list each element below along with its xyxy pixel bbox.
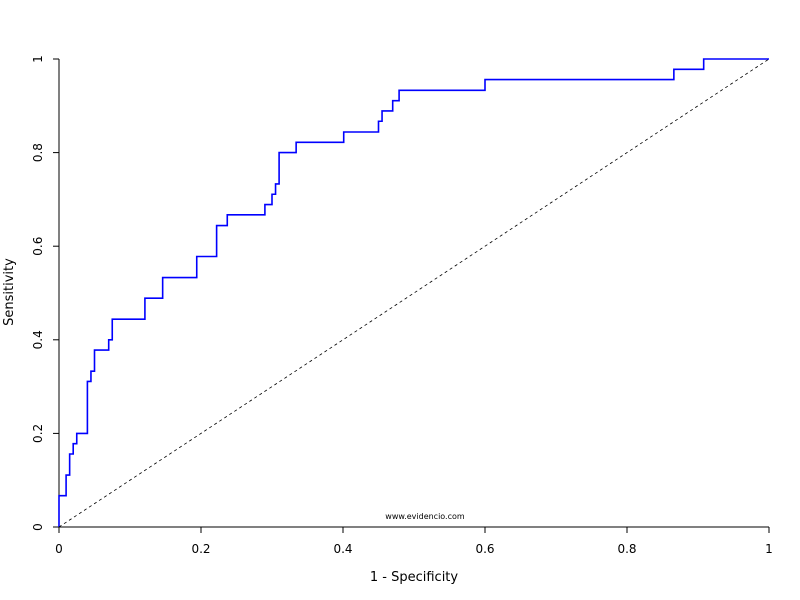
y-tick-label: 1 [31,55,45,63]
y-tick-label: 0 [31,523,45,531]
y-tick-label: 0.4 [31,330,45,349]
y-tick-label: 0.6 [31,237,45,256]
x-tick-label: 0.4 [333,542,352,556]
x-tick-label: 0 [55,542,63,556]
watermark-annotation: www.evidencio.com [385,512,465,521]
y-tick-label: 0.2 [31,424,45,443]
y-axis-title: Sensitivity [2,258,17,326]
reference-diagonal-line [58,58,770,528]
x-tick-label: 0.8 [617,542,636,556]
axes: 0 0.2 0.4 0.6 0.8 1 0 0.2 0.4 0.6 0.8 1 [31,55,773,556]
roc-curve-line [58,58,769,527]
x-tick-label: 0.2 [191,542,210,556]
x-tick-label: 0.6 [475,542,494,556]
y-tick-label: 0.8 [31,143,45,162]
series-layer [58,58,770,528]
x-tick-label: 1 [765,542,773,556]
x-axis-title: 1 - Specificity [370,570,459,585]
